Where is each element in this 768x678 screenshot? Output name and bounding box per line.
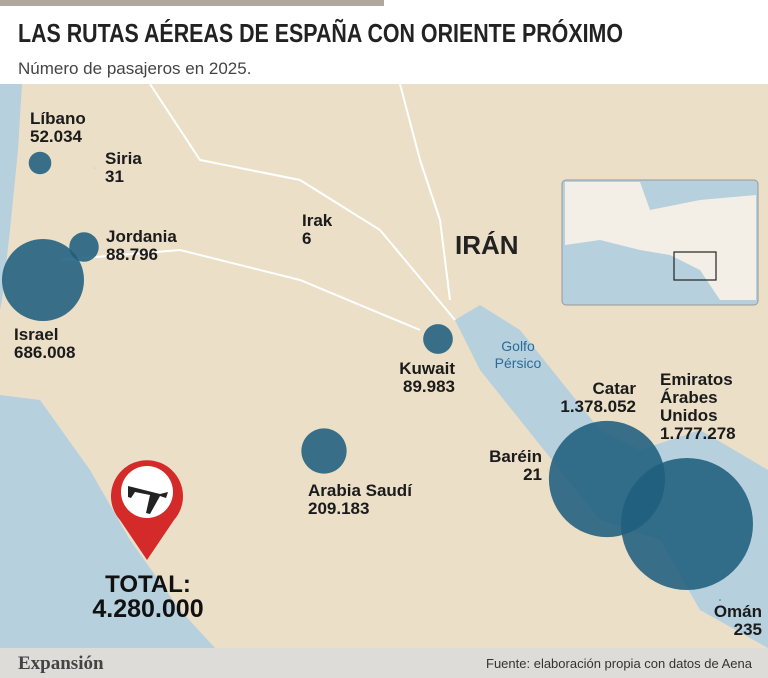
country-name: Israel [14, 325, 59, 344]
total-value: 4.280.000 [92, 595, 203, 623]
title: LAS RUTAS AÉREAS DE ESPAÑA CON ORIENTE P… [18, 18, 623, 48]
country-label: Kuwait 89.983 [399, 360, 455, 396]
map-label: IRÁN [455, 230, 519, 260]
country-name: Baréin [489, 447, 542, 466]
bubble [2, 239, 84, 321]
country-value: 6 [302, 229, 312, 248]
gulf-label: Golfo Pérsico [494, 338, 542, 371]
inset-land [565, 182, 756, 300]
country-label: Omán 235 [714, 603, 762, 639]
country-label: Catar 1.378.052 [560, 380, 636, 416]
red-sea [0, 395, 215, 648]
subtitle: Número de pasajeros en 2025. [18, 59, 251, 78]
mediterranean [0, 84, 22, 310]
country-label: Irak 6 [302, 212, 332, 248]
country-label: Baréin 21 [489, 448, 542, 484]
country-value: 31 [105, 167, 124, 186]
bubble [719, 599, 721, 601]
country-name: Jordania [106, 227, 177, 246]
country-name: Siria [105, 149, 142, 168]
total-pin [111, 460, 183, 560]
plane-icon [128, 486, 168, 514]
bubble [423, 324, 453, 354]
bubble [28, 151, 52, 175]
bubbles [2, 151, 753, 601]
inset-focus [673, 251, 717, 281]
country-label: Jordania 88.796 [106, 228, 177, 264]
country-value: 89.983 [403, 377, 455, 396]
total-title: TOTAL: [105, 571, 191, 598]
country-label: Arabia Saudí 209.183 [308, 482, 412, 518]
source: Fuente: elaboración propia con datos de … [486, 656, 753, 671]
bubble [94, 167, 96, 169]
country-value: 88.796 [106, 245, 158, 264]
country-label: Líbano 52.034 [30, 110, 86, 146]
country-name: Omán [713, 602, 762, 621]
bubble [301, 428, 347, 474]
border [149, 83, 456, 321]
country-value: 21 [523, 465, 542, 484]
brand: Expansión [18, 653, 104, 674]
border [59, 248, 421, 331]
country-name: Catar [592, 379, 636, 398]
country-value: 1.378.052 [560, 397, 636, 416]
country-value: 209.183 [308, 499, 370, 518]
country-name: Líbano [30, 109, 86, 128]
inset-map [561, 179, 759, 306]
country-value: 686.008 [14, 343, 76, 362]
top-bar [0, 0, 384, 6]
bubble [621, 458, 753, 590]
bubble [69, 232, 99, 262]
country-name: Emiratos Árabes Unidos [660, 370, 733, 425]
country-name: Irak [302, 211, 333, 230]
border [399, 83, 451, 301]
country-value: 235 [733, 620, 762, 639]
country-value: 1.777.278 [660, 424, 736, 443]
country-value: 52.034 [30, 127, 82, 146]
country-name: Kuwait [399, 359, 455, 378]
country-label: Emiratos Árabes Unidos 1.777.278 [660, 371, 750, 443]
footer-band [0, 648, 768, 678]
country-name: Arabia Saudí [308, 481, 412, 500]
country-label: Siria 31 [105, 150, 142, 186]
country-label: Israel 686.008 [14, 326, 75, 362]
